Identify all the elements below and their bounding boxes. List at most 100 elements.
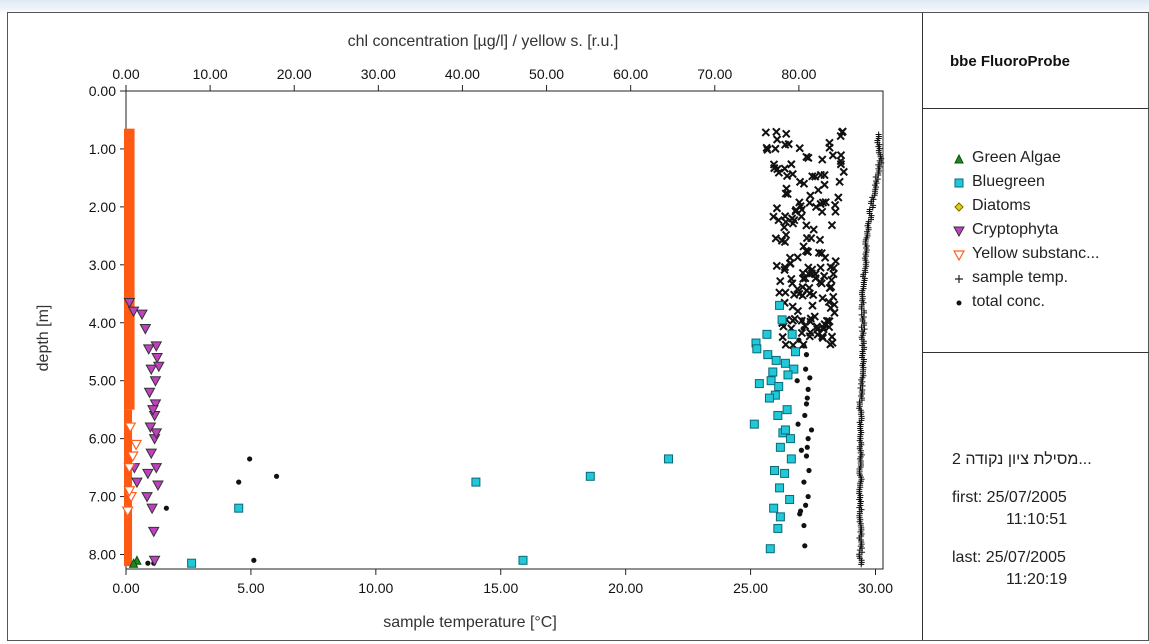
total-conc-mark [815, 235, 825, 245]
x-top-tick-label: 30.00 [361, 66, 396, 82]
last-date: 25/07/2005 [985, 549, 1066, 566]
total-conc-mark [820, 253, 830, 262]
cryptophyta-point [145, 364, 158, 376]
total-conc-point [806, 467, 812, 474]
x-top-tick-label: 50.00 [529, 66, 564, 82]
total-conc-mark [809, 290, 818, 300]
legend-label: Cryptophyta [972, 221, 1059, 238]
total-conc-mark [816, 170, 826, 180]
total-conc-mark [795, 144, 804, 153]
total-conc-mark [797, 212, 806, 221]
total-conc-mark [763, 145, 772, 154]
total-conc-point [247, 456, 253, 462]
bluegreen-point [765, 544, 775, 554]
total-conc-mark [828, 151, 838, 160]
cryptophyta-point [146, 503, 158, 515]
bluegreen-point [777, 315, 787, 325]
bluegreen-point [771, 355, 781, 365]
total-conc-mark [821, 197, 830, 207]
bluegreen-point [775, 483, 785, 493]
total-conc-point [273, 473, 280, 479]
cryptophyta-point [148, 434, 161, 445]
total-conc-point [801, 479, 807, 485]
bluegreen-point [763, 350, 773, 360]
yellow-substance-point [123, 463, 136, 474]
legend-label: total conc. [972, 293, 1045, 310]
total-conc-mark [772, 261, 781, 271]
bluegreen-point [780, 468, 790, 478]
total-conc-mark [776, 276, 785, 286]
bluegreen-point [780, 358, 790, 368]
total-conc-mark [808, 172, 817, 181]
bluegreen-point [775, 512, 785, 522]
total-conc-mark [817, 279, 826, 288]
total-conc-mark [835, 177, 844, 186]
side-panel-separator [922, 108, 1149, 109]
sample-info: ...מסילת ציון נקודה 2 first: 25/07/2005 … [952, 449, 1092, 591]
total-conc-point [236, 479, 242, 485]
bluegreen-point [785, 434, 795, 444]
total-conc-mark [819, 271, 829, 281]
total-conc-mark [778, 332, 787, 342]
chart-panel: 0.00 1.00 2.00 3.00 4.00 5.00 6.00 7.00 8.00 0.00… [7, 12, 1149, 641]
total-conc-point [805, 493, 811, 500]
total-conc-mark [818, 332, 827, 341]
legend-item: total conc. [952, 290, 1099, 314]
y-tick-label: 1.00 [89, 141, 116, 157]
y-tick-label: 6.00 [89, 431, 116, 447]
total-conc-mark [827, 332, 837, 341]
total-conc-mark [808, 301, 817, 310]
chart-plot: 0.00 1.00 2.00 3.00 4.00 5.00 6.00 7.00 8.00 0.00… [35, 33, 893, 631]
total-conc-point [799, 317, 805, 323]
legend: Green Algae Bluegreen Diatoms Cryptophyta Ye… [952, 146, 1099, 314]
plus-icon [955, 275, 963, 283]
x-bottom-tick-label: 0.00 [112, 580, 139, 596]
total-conc-mark [830, 300, 839, 309]
legend-label: Diatoms [972, 197, 1031, 214]
bluegreen-point [782, 405, 792, 415]
total-conc-point [797, 511, 803, 517]
total-conc-mark [781, 340, 790, 349]
total-conc-mark [782, 129, 791, 139]
bluegreen-point [234, 503, 244, 513]
total-conc-point [801, 522, 807, 529]
total-conc-mark [836, 150, 846, 160]
x-bottom-tick-label: 20.00 [608, 580, 643, 596]
cryptophyta-point [150, 428, 163, 439]
bluegreen-point [775, 300, 785, 310]
total-conc-point [796, 337, 802, 343]
bluegreen-point [789, 364, 799, 374]
legend-item: Bluegreen [952, 170, 1099, 194]
total-conc-mark [827, 220, 837, 230]
total-conc-point [802, 543, 808, 549]
last-time: 11:20:19 [1006, 571, 1068, 588]
total-conc-mark [801, 246, 811, 255]
last-label: last: [952, 549, 982, 566]
legend-label: sample temp. [972, 269, 1069, 286]
total-conc-mark [809, 225, 818, 234]
total-conc-mark [831, 257, 840, 266]
bluegreen-point [749, 419, 759, 429]
sample-temp-mark [858, 561, 865, 568]
total-conc-point [803, 352, 810, 358]
bluegreen-point [752, 344, 762, 354]
y-tick-label: 7.00 [89, 489, 116, 505]
cryptophyta-point [148, 555, 161, 567]
total-conc-mark [780, 212, 790, 221]
square-icon [954, 178, 964, 188]
bluegreen-point [773, 410, 783, 420]
yellow-substance-point [123, 486, 136, 498]
y-tick-label: 3.00 [89, 257, 116, 273]
cryptophyta-point [149, 376, 162, 387]
bluegreen-point [783, 370, 793, 380]
total-conc-mark [795, 289, 804, 299]
cryptophyta-point [141, 492, 153, 503]
legend-label: Green Algae [972, 149, 1061, 166]
y-tick-label: 8.00 [89, 547, 116, 563]
total-conc-point [802, 412, 808, 419]
bluegreen-point [769, 503, 779, 513]
total-conc-mark [799, 274, 808, 283]
total-conc-mark [777, 236, 787, 245]
chart-title: chl concentration [µg/l] / yellow s. [r.… [348, 33, 619, 50]
total-conc-mark [829, 292, 838, 302]
